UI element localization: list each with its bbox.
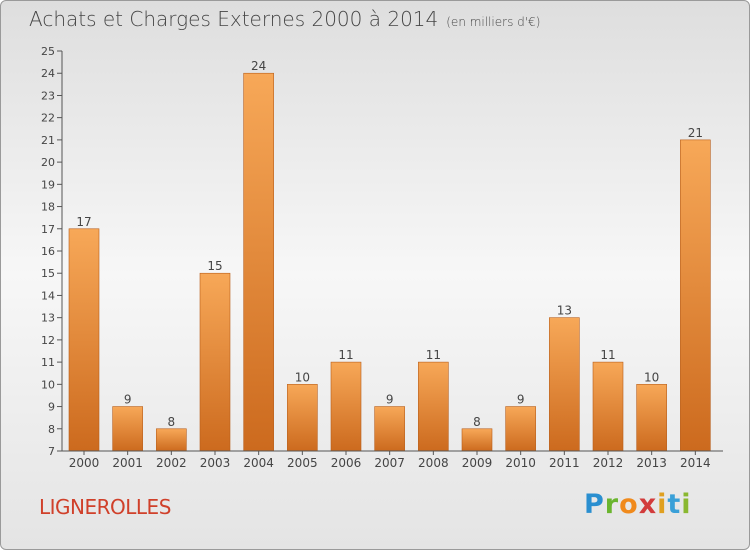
bar-2006: [330, 361, 362, 452]
x-tick-label: 2011: [549, 456, 580, 470]
x-tick-label: 2013: [636, 456, 667, 470]
y-tick-label: 7: [48, 445, 55, 458]
y-tick-label: 9: [48, 401, 55, 414]
x-tick-label: 2006: [331, 456, 362, 470]
data-label: 9: [386, 393, 394, 407]
town-name: LIGNEROLLES: [39, 495, 171, 519]
y-tick-label: 17: [41, 223, 55, 236]
proxiti-logo: Proxiti: [584, 489, 692, 520]
x-axis: 2000 2001 2002 2003 2004 2005 2006 2007 2008 2009…: [62, 450, 723, 470]
x-tick-label: 2002: [156, 456, 187, 470]
x-tick-label: 2012: [593, 456, 624, 470]
data-label: 21: [688, 126, 703, 140]
chart-title-text: Achats et Charges Externes 2000 à 2014: [29, 7, 439, 31]
x-tick-label: 2008: [418, 456, 449, 470]
y-tick-label: 11: [41, 356, 55, 369]
bar-2009: [461, 428, 493, 452]
bar-2011: [549, 317, 580, 452]
y-tick-label: 24: [41, 67, 55, 80]
bar-2008: [418, 361, 449, 452]
bar-2002: [156, 428, 187, 452]
bar-2007: [374, 406, 405, 452]
data-label: 8: [473, 415, 481, 429]
data-label: 10: [644, 370, 659, 384]
chart-title: Achats et Charges Externes 2000 à 2014 (e…: [29, 7, 540, 31]
data-label: 10: [295, 370, 310, 384]
y-tick-label: 22: [41, 112, 55, 125]
bar-2001: [112, 406, 143, 452]
bars: 17 9 8 15 24 10 11 9 11 8 9 13 11 10 21: [68, 59, 711, 452]
data-label: 11: [426, 348, 441, 362]
y-tick-label: 25: [41, 45, 55, 58]
bar-2013: [636, 384, 667, 452]
y-tick-label: 23: [41, 89, 55, 102]
bar-2003: [199, 272, 231, 452]
y-tick-label: 20: [41, 156, 55, 169]
y-tick-label: 8: [48, 423, 55, 436]
x-tick-label: 2001: [112, 456, 143, 470]
y-axis: 7 8 9 10 11 12 13 14 15 16 17 18 19 20 21 22 23 24 25: [41, 45, 63, 458]
x-tick-label: 2000: [69, 456, 100, 470]
bar-2004: [243, 72, 274, 452]
y-tick-label: 15: [41, 267, 55, 280]
y-tick-label: 16: [41, 245, 55, 258]
x-tick-label: 2014: [680, 456, 711, 470]
data-label: 17: [76, 215, 91, 229]
x-tick-label: 2005: [287, 456, 318, 470]
y-tick-label: 13: [41, 312, 55, 325]
bar-2000: [68, 228, 100, 452]
x-tick-label: 2010: [505, 456, 536, 470]
y-tick-label: 10: [41, 378, 55, 391]
bar-2010: [505, 406, 536, 452]
chart-unit: (en milliers d'€): [446, 15, 541, 29]
bar-2012: [592, 361, 624, 452]
data-label: 9: [517, 393, 525, 407]
data-label: 11: [338, 348, 353, 362]
y-tick-label: 21: [41, 134, 55, 147]
data-label: 15: [207, 259, 222, 273]
y-tick-label: 14: [41, 289, 55, 302]
data-label: 13: [557, 304, 572, 318]
x-tick-label: 2003: [200, 456, 231, 470]
bar-2014: [680, 139, 711, 452]
x-tick-label: 2004: [243, 456, 274, 470]
data-label: 11: [600, 348, 615, 362]
y-tick-label: 12: [41, 334, 55, 347]
x-tick-label: 2009: [462, 456, 493, 470]
data-label: 24: [251, 59, 266, 73]
y-tick-label: 18: [41, 201, 55, 214]
data-label: 9: [124, 393, 132, 407]
bar-2005: [287, 384, 318, 452]
x-tick-label: 2007: [374, 456, 405, 470]
data-label: 8: [168, 415, 176, 429]
y-tick-label: 19: [41, 178, 55, 191]
